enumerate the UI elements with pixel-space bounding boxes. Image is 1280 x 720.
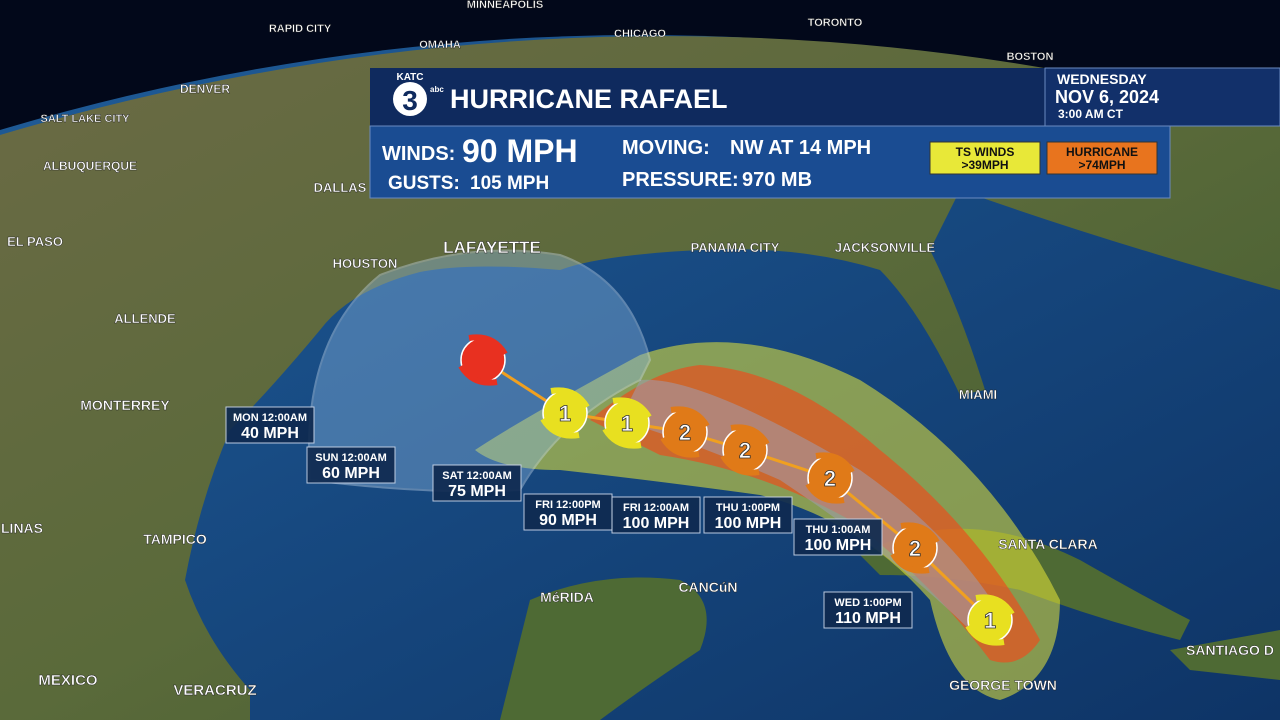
legend-threshold: >74MPH	[1078, 158, 1125, 172]
yucatan	[500, 577, 707, 720]
storm-arms	[805, 452, 855, 504]
city-label: MéRIDA	[540, 589, 594, 605]
city-label: ALBUQUERQUE	[43, 159, 137, 173]
time: 3:00 AM CT	[1058, 107, 1124, 121]
city-label: CHICAGO	[614, 28, 666, 40]
forecast-box	[823, 591, 913, 629]
storm-category: 1	[621, 411, 633, 436]
forecast-box	[611, 496, 701, 534]
logo-station: KATC	[396, 72, 423, 83]
storm-arms	[458, 334, 508, 386]
forecast-box	[306, 446, 396, 484]
legend-name: HURRICANE	[1066, 145, 1138, 159]
city-label: DENVER	[180, 82, 230, 96]
city-label: MONTERREY	[80, 397, 170, 413]
storm-arms	[965, 594, 1015, 646]
city-label: HOUSTON	[333, 256, 398, 271]
forecast-wind: 40 MPH	[241, 425, 299, 442]
forecast-box	[432, 464, 522, 502]
storm-category: 1	[984, 608, 996, 633]
city-label: MINNEAPOLIS	[467, 0, 543, 11]
forecast-wind: 90 MPH	[539, 512, 597, 529]
forecast-time: SAT 12:00AM	[442, 470, 511, 482]
storm-category: 2	[739, 438, 751, 463]
day: WEDNESDAY	[1057, 71, 1147, 87]
city-label: MIAMI	[959, 387, 997, 402]
overlay: MINNEAPOLIS CHICAGO TORONTO BOSTON OMAHA RAPI…	[1, 0, 1274, 699]
storm-category: 1	[559, 401, 571, 426]
city-label: SANTIAGO D	[1186, 642, 1274, 658]
legend-swatch	[929, 141, 1041, 175]
legend-name: TS WINDS	[956, 145, 1015, 159]
gusts-label: GUSTS:	[388, 173, 460, 194]
forecast-wind: 100 MPH	[715, 515, 782, 532]
city-label: JACKSONVILLE	[835, 240, 936, 255]
city-label: LINAS	[1, 520, 43, 536]
storm-category: 2	[824, 466, 836, 491]
city-label: PANAMA CITY	[691, 240, 780, 255]
city-label: LAFAYETTE	[443, 238, 541, 257]
forecast-box	[703, 496, 793, 534]
date: NOV 6, 2024	[1055, 87, 1159, 107]
forecast-time: MON 12:00AM	[233, 412, 307, 424]
forecast-box	[793, 518, 883, 556]
forecast-wind: 100 MPH	[623, 515, 690, 532]
moving-label: MOVING:	[622, 137, 710, 159]
forecast-wind: 60 MPH	[322, 465, 380, 482]
storm-arms	[660, 406, 710, 458]
forecast-time: THU 1:00AM	[806, 524, 871, 536]
winds-label: WINDS:	[382, 143, 455, 165]
city-label: SANTA CLARA	[998, 536, 1098, 552]
city-label: RAPID CITY	[269, 23, 332, 35]
pressure-label: PRESSURE:	[622, 169, 739, 191]
city-label: MEXICO	[38, 672, 98, 689]
hispaniola	[1170, 630, 1280, 680]
city-label: EL PASO	[7, 234, 63, 249]
title: HURRICANE RAFAEL	[450, 84, 728, 114]
forecast-wind: 110 MPH	[835, 610, 901, 627]
forecast-time: WED 1:00PM	[834, 597, 901, 609]
logo-circle	[393, 82, 427, 116]
city-label: VERACRUZ	[173, 682, 256, 699]
city-label: SALT LAKE CITY	[40, 113, 130, 125]
forecast-time: SUN 12:00AM	[315, 452, 387, 464]
forecast-time: FRI 12:00AM	[623, 502, 689, 514]
storm-arms	[720, 424, 770, 476]
storm-arms	[602, 397, 652, 449]
storm-category: 2	[679, 420, 691, 445]
city-label: DALLAS	[314, 180, 367, 195]
forecast-time: FRI 12:00PM	[535, 499, 600, 511]
legend-threshold: >39MPH	[961, 158, 1008, 172]
date-panel	[1044, 67, 1280, 127]
storm-arms	[890, 522, 940, 574]
north-america	[0, 36, 1280, 720]
forecast-box	[225, 406, 315, 444]
city-label: TORONTO	[808, 17, 863, 29]
city-label: BOSTON	[1007, 51, 1054, 63]
forecast-wind: 75 MPH	[448, 483, 506, 500]
city-label: OMAHA	[419, 39, 461, 51]
pressure: 970 MB	[742, 169, 812, 191]
storm-arms	[540, 387, 590, 439]
legend-swatch	[1046, 141, 1158, 175]
moving: NW AT 14 MPH	[730, 137, 871, 159]
forecast-wind: 100 MPH	[805, 537, 872, 554]
winds: 90 MPH	[462, 133, 578, 169]
storm-category: 2	[909, 536, 921, 561]
gusts: 105 MPH	[470, 173, 549, 194]
city-label: TAMPICO	[143, 531, 207, 547]
city-label: ALLENDE	[114, 311, 176, 326]
forecast-box	[523, 493, 613, 531]
logo-channel: 3	[402, 85, 418, 116]
city-label: GEORGE TOWN	[949, 677, 1057, 693]
forecast-time: THU 1:00PM	[716, 502, 780, 514]
logo-network: abc	[430, 85, 444, 94]
city-label: CANCúN	[678, 579, 737, 595]
